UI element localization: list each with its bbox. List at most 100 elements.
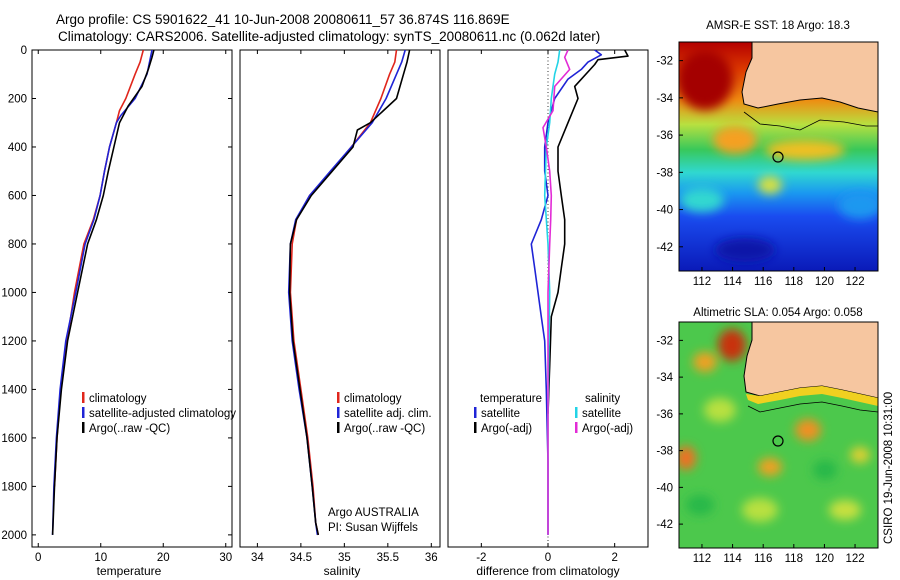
x-tick-label: 34.5	[290, 552, 312, 564]
legend-label-argo: Argo(..raw -QC)	[344, 423, 425, 435]
legend-title-salinity: salinity	[585, 393, 620, 405]
x-tick-label: 36	[425, 552, 438, 564]
map-x-tick-label: 122	[845, 553, 864, 565]
sst-argo-position-marker	[772, 151, 784, 163]
plot-title-line-1: Argo profile: CS 5901622_41 10-Jun-2008 …	[56, 12, 510, 27]
legend-swatch-argo	[337, 422, 340, 433]
legend-swatch-temp-satellite	[474, 407, 477, 418]
map-x-tick-label: 112	[693, 276, 711, 288]
x-tick-label: 34	[251, 552, 264, 564]
y-tick-label: 600	[8, 190, 27, 202]
map-x-tick-label: 120	[815, 553, 834, 565]
legend-label-sal-satellite: satellite	[582, 408, 621, 420]
legend-label-satellite: satellite-adjusted climatology	[89, 408, 236, 420]
sst-cool-blob	[680, 188, 724, 212]
y-tick-label: 0	[21, 45, 27, 57]
sst-map-frame	[678, 41, 879, 272]
sla-map-frame	[678, 321, 879, 549]
difference-axis-label: difference from climatology	[476, 564, 619, 578]
sst-map-title: AMSR-E SST: 18 Argo: 18.3	[706, 20, 850, 32]
x-tick-label: 35.5	[377, 552, 399, 564]
sla-high-eddy	[704, 398, 736, 422]
legend-swatch-temp-argo	[474, 422, 477, 433]
sla-high-eddy	[758, 458, 782, 476]
y-tick-label: 1600	[1, 433, 27, 445]
difference-panel: -2 0 2 difference from climatology tempera…	[447, 49, 649, 578]
series-line-argo-raw-qc	[288, 50, 411, 536]
annotation-pi: PI: Susan Wijffels	[328, 522, 418, 534]
sla-field-eddies	[679, 329, 870, 522]
y-tick-label: 1400	[1, 384, 27, 396]
plot-title-line-2: Climatology: CARS2006. Satellite-adjuste…	[58, 29, 601, 44]
temperature-axis-ticks: 0 10 20 30	[35, 50, 232, 564]
temperature-axes-frame	[31, 49, 233, 548]
sst-map-ticks: 112 114 116 118 120 122 -32 -34 -36 -38 -40 -42	[656, 56, 864, 288]
legend-swatch-climatology	[82, 392, 85, 403]
sla-high-eddy	[679, 446, 696, 470]
y-tick-label: 200	[8, 93, 27, 105]
sst-warm-blob	[679, 50, 733, 110]
salinity-profile-lines	[287, 50, 411, 536]
x-tick-label: 2	[611, 552, 617, 564]
sst-map-panel: AMSR-E SST: 18 Argo: 18.3 112 114 116 118 12…	[656, 20, 879, 288]
y-tick-label: 1000	[1, 287, 27, 299]
map-y-tick-label: -38	[656, 446, 673, 458]
map-x-tick-label: 116	[754, 276, 772, 288]
legend-label-sal-argo: Argo(-adj)	[582, 423, 633, 435]
legend-label-argo: Argo(..raw -QC)	[89, 423, 170, 435]
x-tick-label: 0	[545, 552, 551, 564]
csiro-timestamp: CSIRO 19-Jun-2008 10:31:00	[883, 392, 895, 544]
x-tick-label: 10	[94, 552, 107, 564]
sla-high-eddy	[718, 329, 746, 361]
map-x-tick-label: 118	[785, 553, 803, 565]
sla-low-eddy	[813, 460, 837, 480]
map-y-tick-label: -40	[656, 205, 673, 217]
salinity-axis-label: salinity	[324, 564, 361, 578]
x-tick-label: -2	[476, 552, 486, 564]
sst-field-eddies	[679, 50, 878, 262]
legend-label-climatology: climatology	[89, 393, 147, 405]
salinity-axis-ticks: 34 34.5 35 35.5 36	[251, 50, 438, 564]
x-tick-label: 20	[157, 552, 170, 564]
salinity-axes-frame	[239, 49, 441, 548]
legend-swatch-satellite	[82, 407, 85, 418]
legend-label-climatology: climatology	[344, 393, 402, 405]
sla-map-field	[679, 322, 878, 548]
map-x-tick-label: 122	[845, 276, 864, 288]
legend-swatch-sal-satellite	[575, 407, 578, 418]
salinity-panel: 34 34.5 35 35.5 36 salinity climatology sate…	[239, 49, 441, 578]
legend-label-temp-satellite: satellite	[481, 408, 520, 420]
sst-land-mass	[741, 42, 878, 113]
y-tick-label: 1200	[1, 336, 27, 348]
sla-high-eddy	[742, 498, 778, 522]
map-y-tick-label: -40	[656, 482, 673, 494]
difference-legend: temperature satellite Argo(-adj) salinit…	[474, 393, 633, 435]
sla-high-eddy	[693, 352, 717, 372]
legend-swatch-argo	[82, 422, 85, 433]
legend-label-temp-argo: Argo(-adj)	[481, 423, 532, 435]
sla-argo-position-marker	[772, 435, 784, 447]
sla-coastal-band	[746, 386, 878, 406]
map-x-tick-label: 114	[723, 553, 742, 565]
legend-label-satellite: satellite adj. clim.	[344, 408, 432, 420]
map-y-tick-label: -42	[656, 242, 673, 254]
map-x-tick-label: 120	[815, 276, 834, 288]
series-line-temperature-argo-adj	[547, 50, 629, 414]
x-tick-label: 0	[35, 552, 41, 564]
map-x-tick-label: 114	[723, 276, 742, 288]
sla-high-eddy	[829, 500, 861, 520]
map-x-tick-label: 112	[693, 553, 711, 565]
map-y-tick-label: -38	[656, 167, 673, 179]
map-x-tick-label: 118	[785, 276, 803, 288]
difference-profile-lines	[530, 50, 629, 535]
sst-cold-blob	[715, 238, 775, 262]
sla-map-panel: Altimetric SLA: 0.054 Argo: 0.058 1	[656, 307, 879, 565]
map-x-tick-label: 116	[754, 553, 772, 565]
sla-map-ticks: 112 114 116 118 120 122 -32 -34 -36 -38 -40 -42	[656, 335, 864, 565]
x-tick-label: 30	[219, 552, 232, 564]
map-y-tick-label: -34	[656, 372, 673, 384]
temperature-legend: climatology satellite-adjusted climatolo…	[82, 392, 236, 435]
series-line-temperature-satellite	[530, 50, 603, 535]
temperature-profile-lines	[51, 50, 155, 535]
